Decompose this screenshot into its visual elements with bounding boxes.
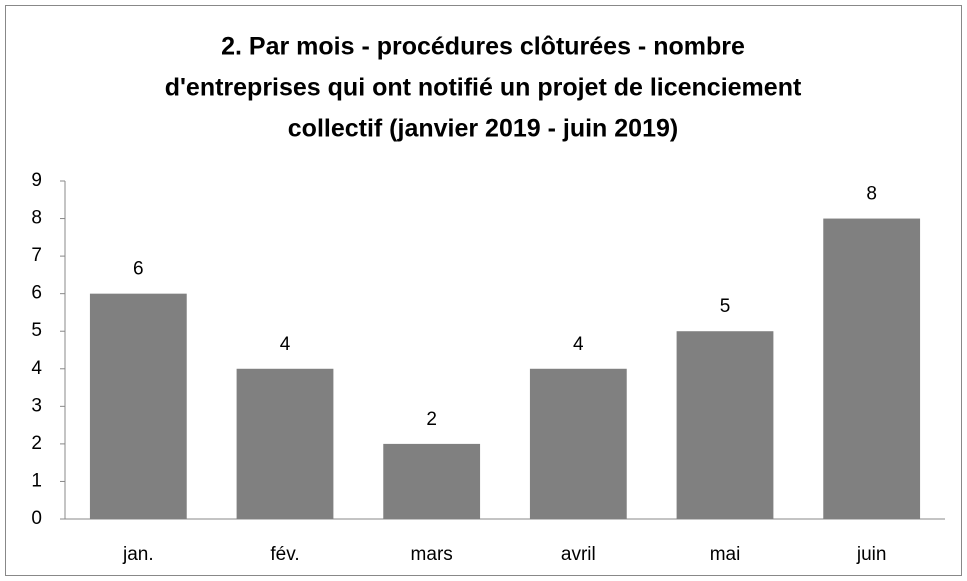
bar: [676, 331, 774, 519]
y-tick-label: 0: [31, 508, 42, 529]
y-tick-label: 6: [31, 283, 42, 304]
bar: [236, 368, 334, 519]
x-tick-label: jan.: [122, 544, 154, 565]
y-tick-label: 1: [31, 470, 42, 491]
x-tick-label: mars: [411, 544, 453, 565]
y-tick-label: 4: [31, 358, 42, 379]
chart-title: 2. Par mois - procédures clôturées - nom…: [221, 33, 745, 61]
data-label: 8: [866, 184, 877, 205]
chart-title: collectif (janvier 2019 - juin 2019): [288, 115, 678, 143]
data-label: 4: [573, 334, 584, 355]
y-tick-label: 3: [31, 395, 42, 416]
bar: [529, 368, 627, 519]
y-tick-label: 9: [31, 170, 42, 191]
bar: [383, 443, 481, 519]
x-tick-label: juin: [856, 544, 887, 565]
y-tick-label: 8: [31, 208, 42, 229]
y-tick-label: 2: [31, 433, 42, 454]
data-label: 5: [720, 296, 731, 317]
x-tick-label: mai: [710, 544, 741, 565]
bar: [823, 218, 921, 520]
data-label: 6: [133, 259, 144, 280]
y-tick-label: 5: [31, 320, 42, 341]
data-label: 4: [280, 334, 291, 355]
y-tick-label: 7: [31, 245, 42, 266]
chart-title: d'entreprises qui ont notifié un projet …: [165, 74, 802, 102]
x-tick-label: avril: [561, 544, 596, 565]
x-tick-label: fév.: [270, 544, 299, 565]
bar: [89, 293, 187, 519]
data-label: 2: [426, 409, 437, 430]
